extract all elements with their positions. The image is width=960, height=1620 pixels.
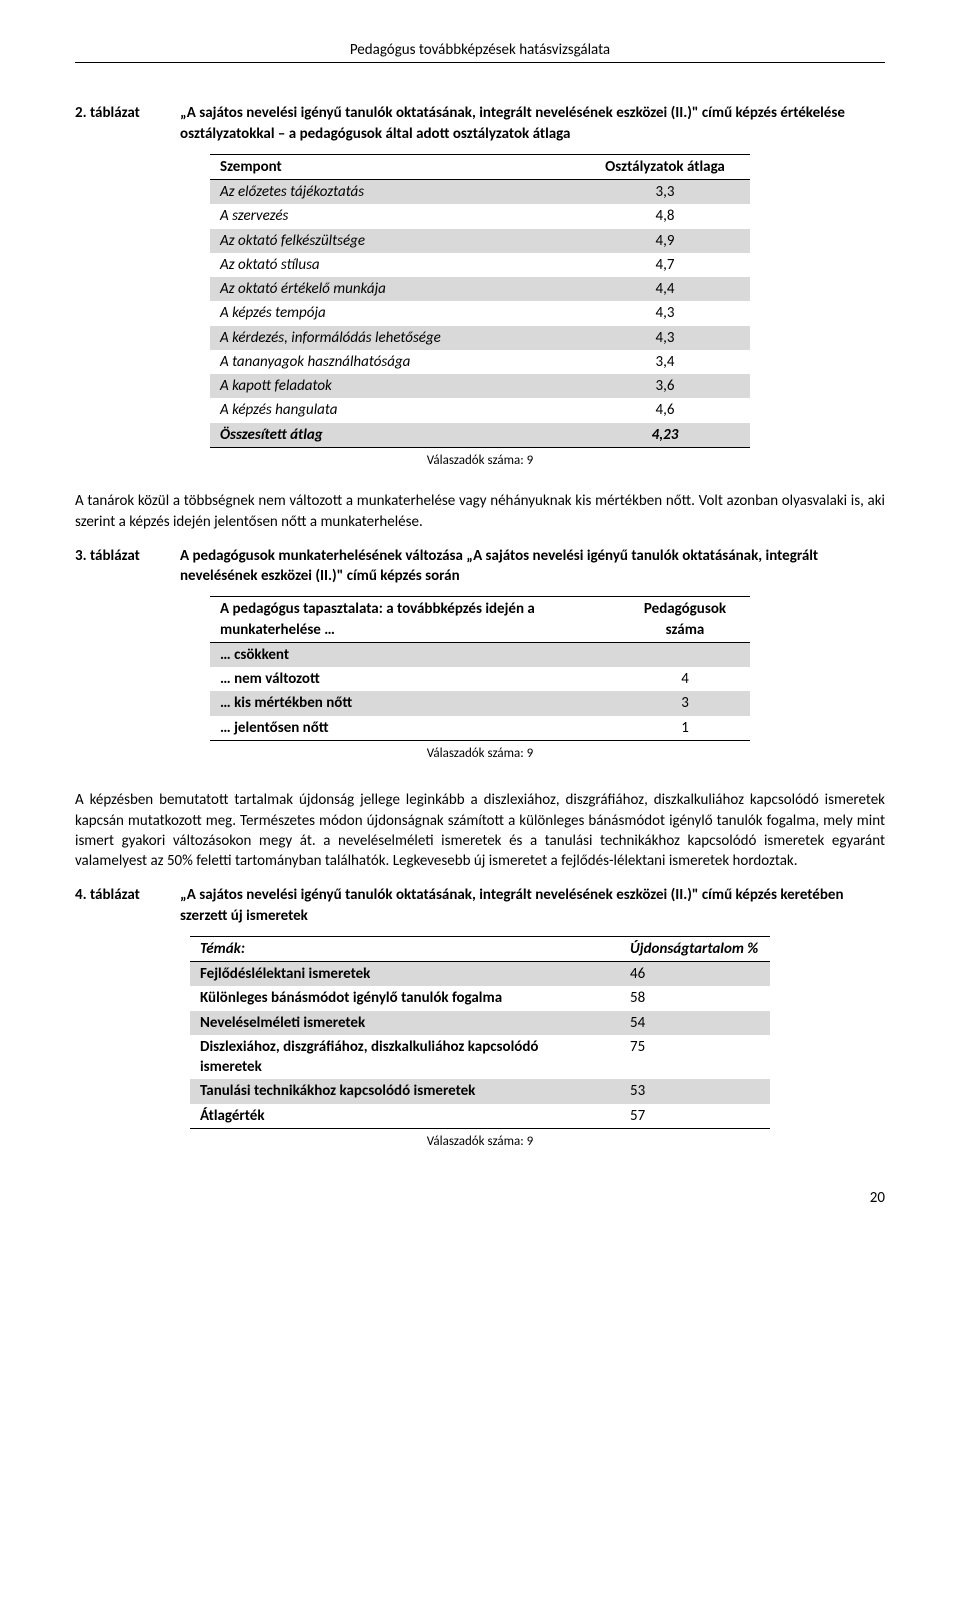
row-value: 1 [620, 716, 750, 741]
table3-title: A pedagógusok munkaterhelésének változás… [180, 546, 885, 587]
table2-col2: Osztályzatok átlaga [580, 154, 750, 179]
table-row: Diszlexiához, diszgráfiához, diszkalkuli… [190, 1035, 770, 1080]
table-row: … jelentősen nőtt1 [210, 716, 750, 741]
table3-caption: Válaszadók száma: 9 [75, 745, 885, 763]
row-label: A kapott feladatok [210, 374, 580, 398]
table2-number: 2. táblázat [75, 103, 180, 123]
row-value: 4,3 [580, 326, 750, 350]
table-row: … nem változott4 [210, 667, 750, 691]
row-label: Az előzetes tájékoztatás [210, 180, 580, 205]
row-label: Diszlexiához, diszgráfiához, diszkalkuli… [190, 1035, 590, 1080]
row-label: Tanulási technikákhoz kapcsolódó ismeret… [190, 1079, 590, 1103]
row-label: … jelentősen nőtt [210, 716, 620, 741]
row-label: Az oktató felkészültsége [210, 229, 580, 253]
table-row: A szervezés4,8 [210, 204, 750, 228]
row-value: 75 [590, 1035, 770, 1080]
table4-heading: 4. táblázat „A sajátos nevelési igényű t… [75, 885, 885, 926]
row-label: … csökkent [210, 642, 620, 667]
table-row: … csökkent [210, 642, 750, 667]
table2-col1: Szempont [210, 154, 580, 179]
row-label: A tananyagok használhatósága [210, 350, 580, 374]
row-value: 58 [590, 986, 770, 1010]
table-row: Az előzetes tájékoztatás3,3 [210, 180, 750, 205]
row-value: 4,6 [580, 398, 750, 422]
table-row: Az oktató értékelő munkája4,4 [210, 277, 750, 301]
table4-col2-text: Újdonságtartalom % [630, 940, 758, 958]
table-row: Tanulási technikákhoz kapcsolódó ismeret… [190, 1079, 770, 1103]
table4-col1-text: Témák: [200, 940, 245, 958]
table4-number: 4. táblázat [75, 885, 180, 905]
row-label: A szervezés [210, 204, 580, 228]
row-label: A kérdezés, informálódás lehetősége [210, 326, 580, 350]
table2-caption: Válaszadók száma: 9 [75, 452, 885, 470]
row-label: A képzés hangulata [210, 398, 580, 422]
row-label: Neveléselméleti ismeretek [190, 1011, 590, 1035]
running-header: Pedagógus továbbképzések hatásvizsgálata [75, 40, 885, 63]
table4-title: „A sajátos nevelési igényű tanulók oktat… [180, 885, 885, 926]
row-value: 4,3 [580, 301, 750, 325]
row-value: 4,7 [580, 253, 750, 277]
row-value: 3,6 [580, 374, 750, 398]
row-value: 54 [590, 1011, 770, 1035]
row-value: 3,3 [580, 180, 750, 205]
total-value: 57 [590, 1104, 770, 1129]
page-number: 20 [75, 1188, 885, 1208]
total-label: Összesített átlag [210, 423, 580, 448]
row-value: 53 [590, 1079, 770, 1103]
row-label: Fejlődéslélektani ismeretek [190, 962, 590, 987]
table-row: Az oktató felkészültsége4,9 [210, 229, 750, 253]
table3-col1: A pedagógus tapasztalata: a továbbképzés… [210, 597, 620, 643]
table4: Témák: Újdonságtartalom % Fejlődéslélekt… [190, 936, 770, 1129]
row-label: … kis mértékben nőtt [210, 691, 620, 715]
row-value: 3,4 [580, 350, 750, 374]
row-label: Különleges bánásmódot igénylő tanulók fo… [190, 986, 590, 1010]
table-total-row: Átlagérték57 [190, 1104, 770, 1129]
table-total-row: Összesített átlag4,23 [210, 423, 750, 448]
table-row: Különleges bánásmódot igénylő tanulók fo… [190, 986, 770, 1010]
table3-heading: 3. táblázat A pedagógusok munkaterhelésé… [75, 546, 885, 587]
table2-title: „A sajátos nevelési igényű tanulók oktat… [180, 103, 885, 144]
table3-number: 3. táblázat [75, 546, 180, 566]
table4-col2: Újdonságtartalom % [590, 936, 770, 961]
row-value: 4,9 [580, 229, 750, 253]
paragraph-2: A képzésben bemutatott tartalmak újdonsá… [75, 790, 885, 871]
table-row: A kérdezés, informálódás lehetősége4,3 [210, 326, 750, 350]
row-value: 4,8 [580, 204, 750, 228]
row-label: A képzés tempója [210, 301, 580, 325]
table-row: A képzés tempója4,3 [210, 301, 750, 325]
total-label: Átlagérték [190, 1104, 590, 1129]
row-value: 4 [620, 667, 750, 691]
table3-col2: Pedagógusok száma [620, 597, 750, 643]
row-value: 3 [620, 691, 750, 715]
row-label: … nem változott [210, 667, 620, 691]
table-row: Neveléselméleti ismeretek54 [190, 1011, 770, 1035]
table3: A pedagógus tapasztalata: a továbbképzés… [210, 596, 750, 741]
table2-heading: 2. táblázat „A sajátos nevelési igényű t… [75, 103, 885, 144]
paragraph-1: A tanárok közül a többségnek nem változo… [75, 491, 885, 532]
table-row: Az oktató stílusa4,7 [210, 253, 750, 277]
row-label: Az oktató értékelő munkája [210, 277, 580, 301]
total-value: 4,23 [580, 423, 750, 448]
table-row: A tananyagok használhatósága3,4 [210, 350, 750, 374]
table-row: A képzés hangulata4,6 [210, 398, 750, 422]
table-row: … kis mértékben nőtt3 [210, 691, 750, 715]
table4-col1: Témák: [190, 936, 590, 961]
table4-caption: Válaszadók száma: 9 [75, 1133, 885, 1151]
table-row: Fejlődéslélektani ismeretek46 [190, 962, 770, 987]
row-label: Az oktató stílusa [210, 253, 580, 277]
row-value: 46 [590, 962, 770, 987]
row-value: 4,4 [580, 277, 750, 301]
table2: Szempont Osztályzatok átlaga Az előzetes… [210, 154, 750, 448]
row-value [620, 642, 750, 667]
table-row: A kapott feladatok3,6 [210, 374, 750, 398]
